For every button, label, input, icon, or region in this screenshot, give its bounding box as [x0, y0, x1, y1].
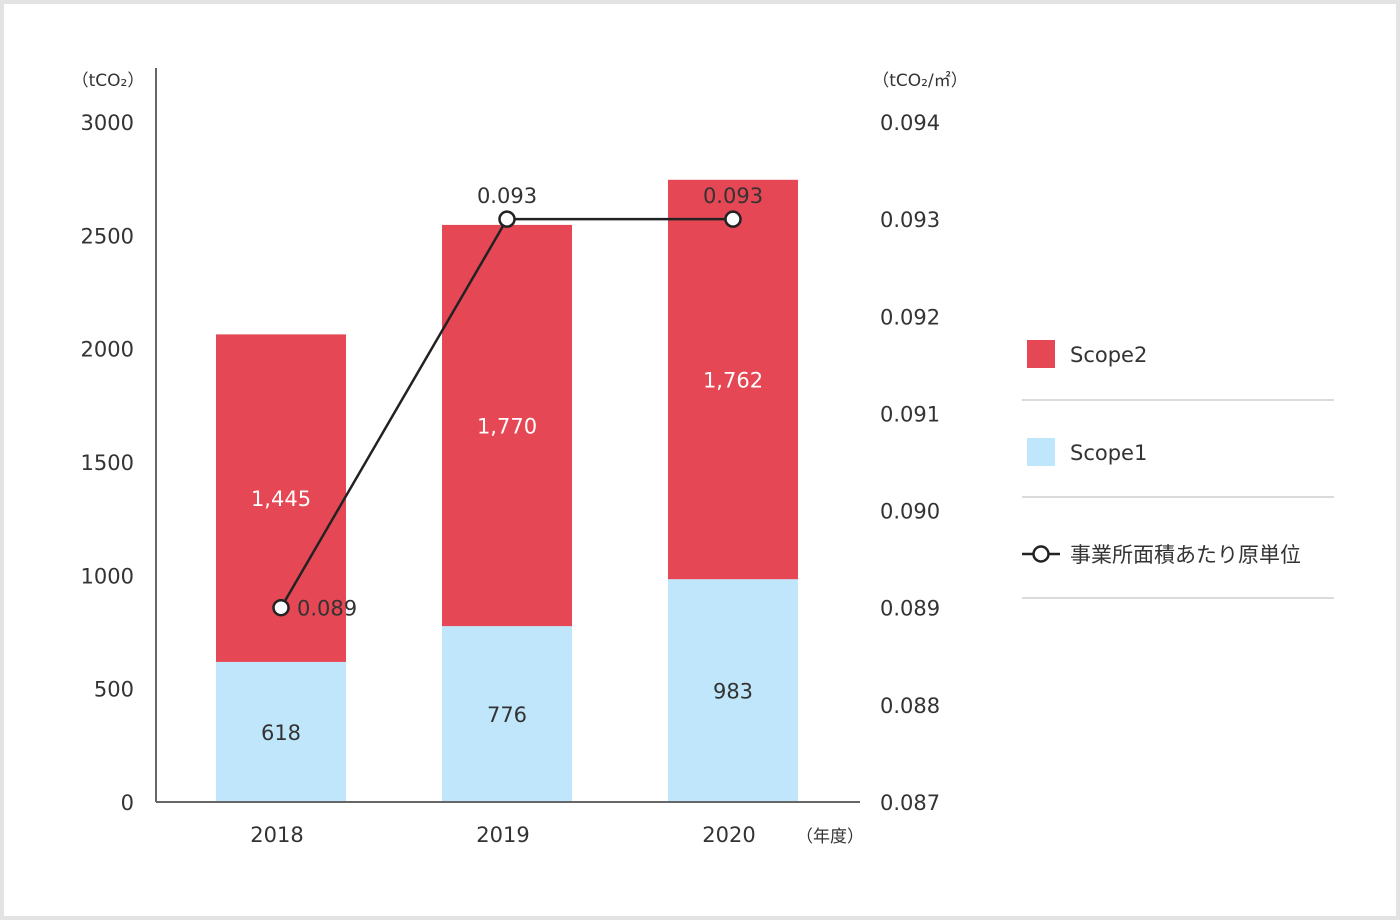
stacked-bar-line-chart: 0 500 1000 1500 2000 2500 3000 （tCO₂） 0.087 0.088…	[72, 68, 1334, 847]
y-left-tick-1500: 1500	[81, 451, 134, 475]
y-right-tick-0.094: 0.094	[880, 111, 940, 135]
data-label-intensity-2020: 0.093	[703, 184, 763, 208]
y-left-tick-500: 500	[94, 678, 134, 702]
y-right-tick-0.092: 0.092	[880, 305, 940, 329]
y-right-tick-0.088: 0.088	[880, 694, 940, 718]
legend-label-1: Scope1	[1070, 441, 1147, 465]
bar-scope1-2019	[442, 626, 572, 802]
legend-circle-marker	[1032, 545, 1050, 563]
y-right-tick-0.093: 0.093	[880, 208, 940, 232]
y-right-unit-label: （tCO₂/㎡）	[872, 71, 967, 91]
data-label-scope2-2020: 1,762	[703, 368, 763, 392]
y-left-tick-2000: 2000	[81, 338, 134, 362]
data-label-scope1-2020: 983	[713, 680, 753, 704]
intensity-point-2019	[498, 210, 516, 228]
legend-label-0: Scope2	[1070, 343, 1147, 367]
line-layer	[272, 210, 742, 617]
data-label-scope1-2019: 776	[487, 703, 527, 727]
legend-swatch-scope2	[1027, 340, 1055, 368]
bar-scope1-2020	[668, 579, 798, 802]
data-label-scope2-2018: 1,445	[251, 487, 311, 511]
y-left-tick-3000: 3000	[81, 111, 134, 135]
y-left-tick-1000: 1000	[81, 564, 134, 588]
y-right-tick-0.089: 0.089	[880, 597, 940, 621]
y-left-tick-2500: 2500	[81, 224, 134, 248]
bar-scope2-2020	[668, 179, 798, 580]
y-left-unit-label: （tCO₂）	[72, 71, 145, 91]
legend-label-2: 事業所面積あたり原単位	[1070, 543, 1301, 567]
bars-layer	[216, 179, 798, 802]
x-tick-2018: 2018	[250, 823, 303, 847]
bar-scope1-2018	[216, 661, 346, 802]
intensity-point-2018	[272, 598, 290, 617]
x-axis-unit-label: （年度）	[796, 827, 864, 847]
y-left-tick-0: 0	[121, 791, 134, 815]
y-right-tick-0.091: 0.091	[880, 402, 940, 426]
legend: Scope2 Scope1 事業所面積あたり原単位	[1022, 340, 1334, 599]
y-right-tick-0.090: 0.090	[880, 500, 940, 524]
intensity-point-2020	[724, 210, 742, 228]
axes-layer: 0 500 1000 1500 2000 2500 3000 （tCO₂） 0.087 0.088…	[72, 68, 968, 847]
x-tick-2019: 2019	[476, 823, 529, 847]
data-label-intensity-2019: 0.093	[477, 184, 537, 208]
chart-frame: 0 500 1000 1500 2000 2500 3000 （tCO₂） 0.087 0.088…	[4, 4, 1396, 916]
labels-layer: 618 1,445 776 1,770 983 1,762 0.089 0.093 0.093	[251, 184, 763, 745]
data-label-scope1-2018: 618	[261, 721, 301, 745]
data-label-scope2-2019: 1,770	[477, 415, 537, 439]
legend-swatch-scope1	[1027, 438, 1055, 466]
x-tick-2020: 2020	[702, 823, 755, 847]
y-right-tick-0.087: 0.087	[880, 791, 940, 815]
data-label-intensity-2018: 0.089	[297, 597, 357, 621]
